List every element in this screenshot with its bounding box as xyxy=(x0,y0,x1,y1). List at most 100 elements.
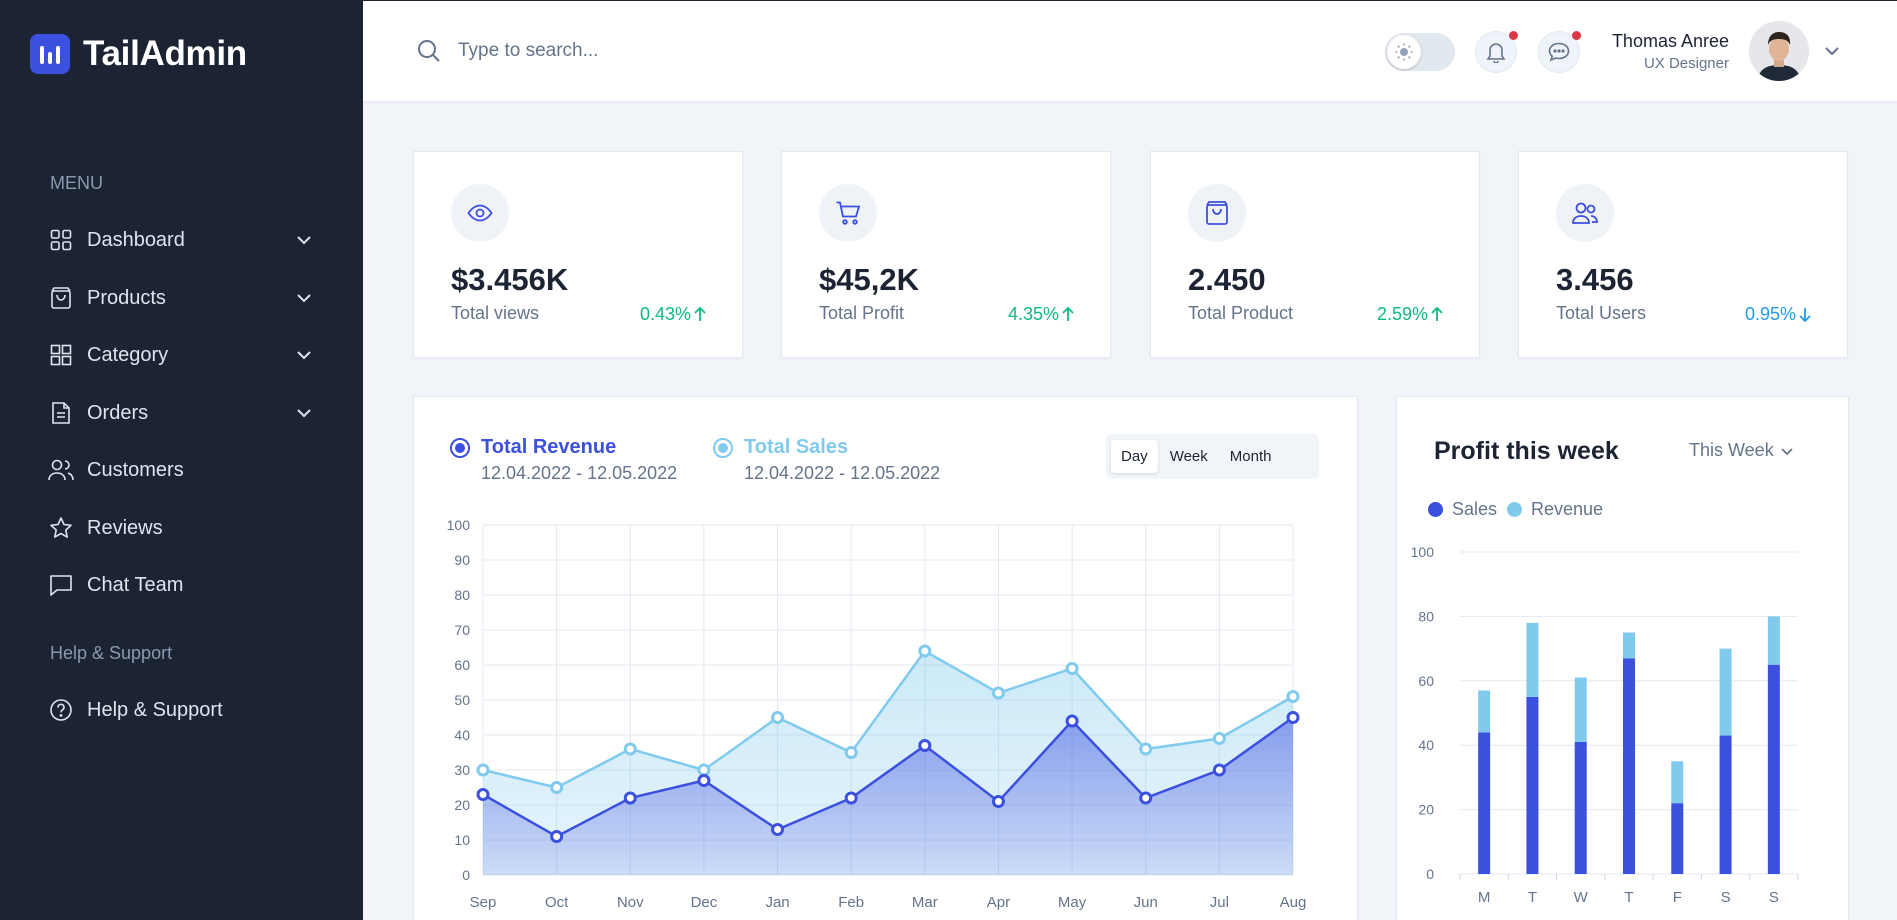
series-area xyxy=(483,717,1293,875)
period-week-button[interactable]: Week xyxy=(1169,448,1208,465)
bell-icon xyxy=(1486,43,1506,63)
y-tick-label: 40 xyxy=(1418,737,1434,753)
arrow-up-icon xyxy=(694,307,706,321)
data-point xyxy=(1139,791,1153,805)
sidebar-item-chat-team[interactable]: Chat Team xyxy=(48,565,313,605)
message-dot xyxy=(1572,31,1581,40)
users-icon xyxy=(48,457,74,483)
x-tick-label: Jan xyxy=(765,894,789,911)
search-input[interactable] xyxy=(458,33,858,69)
legend-marker xyxy=(450,438,470,458)
star-icon xyxy=(48,515,74,541)
x-tick-label: T xyxy=(1624,889,1633,906)
y-tick-label: 50 xyxy=(454,692,470,708)
legend-dot xyxy=(1507,502,1522,517)
bar-segment xyxy=(1478,732,1491,874)
stat-change-value: 2.59% xyxy=(1376,304,1428,324)
data-point xyxy=(1212,732,1226,745)
data-point xyxy=(697,774,711,787)
legend-label: Revenue xyxy=(1531,499,1604,519)
y-tick-label: 80 xyxy=(454,587,470,603)
bar-segment xyxy=(1767,664,1780,874)
data-point xyxy=(550,830,564,843)
stat-label: Total Users xyxy=(1556,303,1647,323)
y-tick-label: 100 xyxy=(1411,544,1435,560)
sidebar-item-orders[interactable]: Orders xyxy=(48,393,313,433)
bag-icon xyxy=(1188,184,1246,242)
revenue-area-chart: 0 10 20 30 40 50 60 70 80 90 100 Sep Oct Nov Dec Jan Feb… xyxy=(447,517,1307,911)
bar-segment xyxy=(1526,622,1539,697)
period-day-button[interactable]: Day xyxy=(1111,440,1158,473)
stat-change-value: 0.43% xyxy=(639,304,691,324)
legend-dot xyxy=(1428,502,1443,517)
profit-bar-chart: 0 20 40 60 80 100 M T W T F S S xyxy=(1411,544,1799,906)
support-heading: Help & Support xyxy=(50,643,173,663)
stat-change-value: 4.35% xyxy=(1007,304,1059,324)
app-logo[interactable]: TailAdmin xyxy=(30,34,247,74)
y-tick-label: 60 xyxy=(454,657,470,673)
message-icon xyxy=(1548,42,1570,62)
x-tick-label: Jul xyxy=(1210,894,1229,911)
stat-change: 0.95% xyxy=(1745,304,1811,325)
dark-mode-toggle[interactable] xyxy=(1385,33,1455,71)
sidebar-item-help-support[interactable]: Help & Support xyxy=(48,690,313,730)
stat-change: 0.43% xyxy=(640,304,706,325)
series-line xyxy=(482,649,1294,789)
stat-value: 2.450 xyxy=(1188,262,1266,297)
menu-heading: MENU xyxy=(50,173,103,193)
data-point xyxy=(771,711,785,724)
chevron-down-icon xyxy=(297,351,311,360)
data-point xyxy=(1286,690,1300,703)
legend-sales[interactable]: Sales xyxy=(1428,499,1497,520)
data-point xyxy=(623,742,637,756)
arrow-down-icon xyxy=(1799,308,1811,322)
stat-card-views: $3.456K Total views 0.43% xyxy=(413,151,743,358)
bar-segment xyxy=(1719,648,1732,736)
y-tick-label: 0 xyxy=(462,867,470,883)
eye-icon xyxy=(451,184,509,242)
data-point xyxy=(918,644,932,658)
sidebar-item-label: Orders xyxy=(87,401,149,424)
data-point xyxy=(991,795,1005,808)
sidebar-item-customers[interactable]: Customers xyxy=(48,450,313,490)
search-icon[interactable] xyxy=(417,39,441,63)
y-tick-label: 40 xyxy=(454,727,470,743)
period-month-button[interactable]: Month xyxy=(1229,448,1272,465)
x-tick-label: May xyxy=(1058,894,1087,911)
y-tick-label: 10 xyxy=(454,832,470,848)
legend-date-range: 12.04.2022 - 12.05.2022 xyxy=(744,463,941,483)
sidebar: TailAdmin MENU Dashboard Products Catego… xyxy=(0,0,363,920)
messages-button[interactable] xyxy=(1538,31,1581,73)
chat-icon xyxy=(48,572,74,598)
y-tick-label: 60 xyxy=(1418,673,1434,689)
bar-segment xyxy=(1671,803,1684,874)
y-tick-label: 30 xyxy=(454,762,470,778)
stat-value: $3.456K xyxy=(451,262,569,297)
week-period-select[interactable]: This Week xyxy=(1689,440,1794,461)
bar-segment xyxy=(1623,658,1635,874)
data-point xyxy=(1139,742,1153,756)
chevron-down-icon[interactable] xyxy=(1823,42,1841,60)
week-period-value: This Week xyxy=(1689,440,1774,460)
legend-revenue[interactable]: Revenue xyxy=(1507,499,1603,520)
user-name[interactable]: Thomas Anree xyxy=(1611,31,1729,51)
legend-date-range: 12.04.2022 - 12.05.2022 xyxy=(481,463,678,483)
x-tick-label: S xyxy=(1721,889,1731,906)
sidebar-item-products[interactable]: Products xyxy=(48,278,313,318)
sidebar-item-label: Reviews xyxy=(87,516,163,539)
sidebar-item-reviews[interactable]: Reviews xyxy=(48,508,313,548)
help-circle-icon xyxy=(48,697,74,723)
grid-icon xyxy=(48,227,74,253)
notifications-button[interactable] xyxy=(1475,31,1518,73)
y-tick-label: 20 xyxy=(454,797,470,813)
data-point xyxy=(991,686,1005,700)
chevron-down-icon xyxy=(297,409,311,418)
avatar[interactable] xyxy=(1749,21,1809,81)
sidebar-item-dashboard[interactable]: Dashboard xyxy=(48,220,313,260)
profit-card-title: Profit this week xyxy=(1434,437,1619,465)
stat-card-profit: $45,2K Total Profit 4.35% xyxy=(781,151,1111,358)
bar-segment xyxy=(1767,616,1780,665)
bar-segment xyxy=(1526,696,1539,874)
sidebar-item-category[interactable]: Category xyxy=(48,335,313,375)
data-point xyxy=(771,823,785,836)
